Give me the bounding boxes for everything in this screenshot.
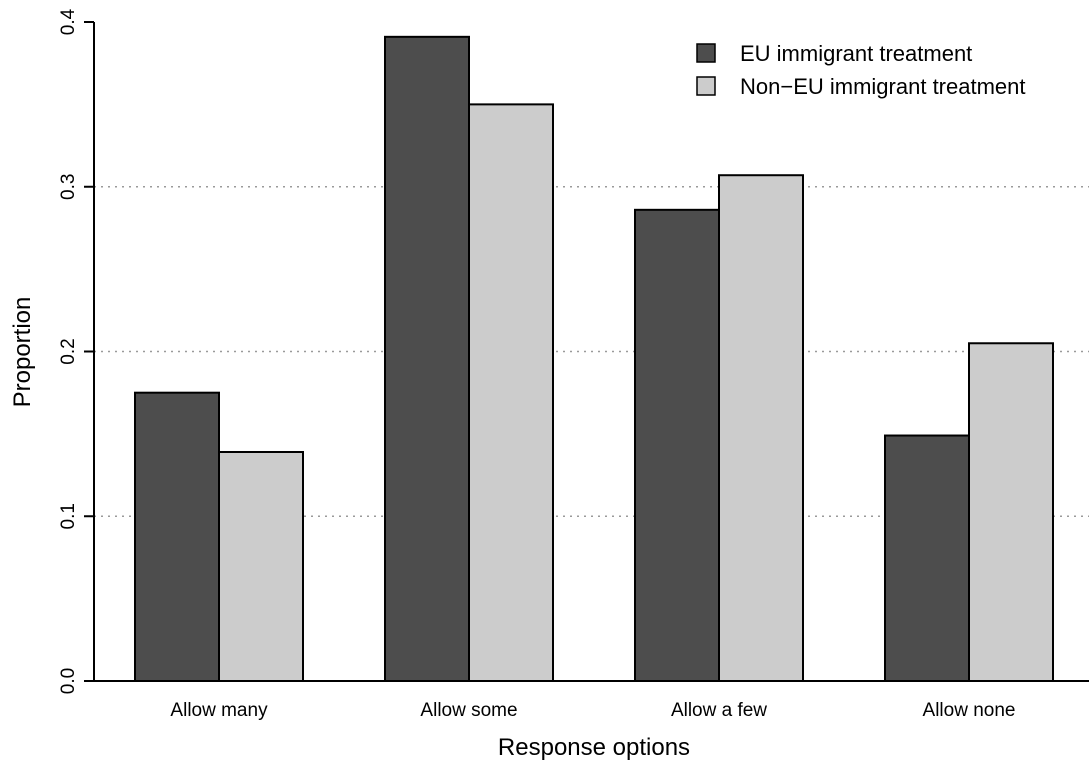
legend-swatch: [696, 76, 716, 96]
x-tick-label: Allow a few: [671, 700, 767, 721]
bar-eu-allow-many: [134, 391, 220, 682]
bar-non-eu-allow-many: [218, 450, 304, 682]
x-tick-label: Allow some: [420, 700, 517, 721]
y-axis-title: Proportion: [9, 297, 36, 408]
legend: EU immigrant treatment Non−EU immigrant t…: [696, 41, 1026, 99]
bar-non-eu-allow-some: [468, 103, 554, 682]
axes-layer: Allow many Allow some Allow a few Allow non…: [58, 8, 1089, 721]
legend-label: EU immigrant treatment: [740, 41, 972, 66]
y-tick-label: 0.0: [58, 668, 79, 694]
bar-eu-allow-a-few: [634, 208, 720, 682]
x-tick-label: Allow none: [923, 700, 1016, 721]
bars-layer: [134, 35, 1054, 682]
grid-layer: [94, 186, 1089, 517]
y-tick-label: 0.1: [58, 503, 79, 529]
bar-eu-allow-none: [884, 434, 970, 682]
x-axis-title: Response options: [498, 734, 690, 761]
bar-non-eu-allow-none: [968, 342, 1054, 682]
y-tick-label: 0.3: [58, 174, 79, 200]
legend-swatch: [696, 43, 716, 63]
y-tick-label: 0.4: [58, 8, 79, 35]
x-tick-label: Allow many: [170, 700, 268, 721]
y-tick-label: 0.2: [58, 338, 79, 364]
legend-label: Non−EU immigrant treatment: [740, 74, 1026, 99]
bar-eu-allow-some: [384, 35, 470, 682]
bar-non-eu-allow-a-few: [718, 174, 804, 682]
